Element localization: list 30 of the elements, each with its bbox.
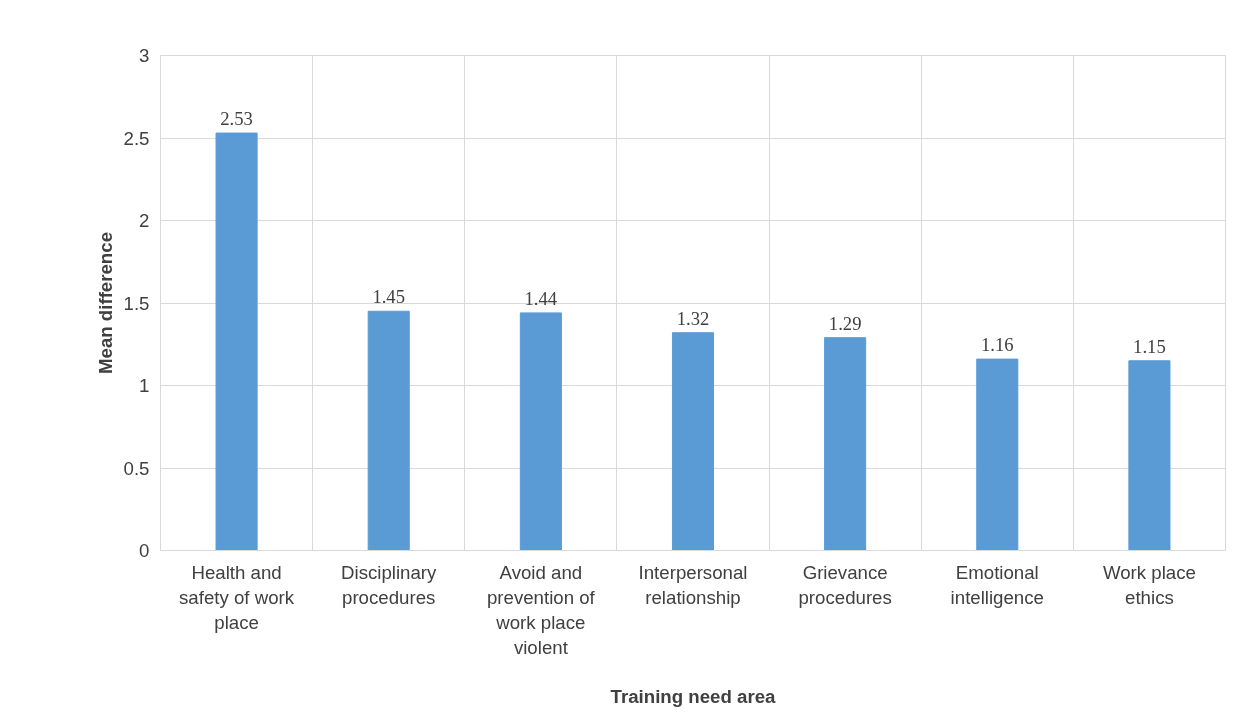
bar [824, 337, 867, 551]
y-tick-label: 2 [139, 210, 150, 231]
bar [1128, 360, 1171, 551]
x-axis-title: Training need area [610, 686, 777, 708]
y-tick-label: 1 [139, 375, 150, 396]
bar [671, 332, 715, 551]
data-label: 1.16 [980, 334, 1014, 356]
y-tick-label: 0.5 [123, 457, 150, 479]
data-label: 1.44 [524, 287, 558, 309]
y-tick-label: 2.5 [123, 127, 150, 149]
bar [519, 312, 562, 551]
bar [215, 132, 258, 551]
bar [976, 358, 1019, 551]
data-label: 1.29 [828, 312, 862, 334]
data-label: 1.45 [372, 286, 406, 308]
data-label: 2.53 [220, 108, 253, 130]
y-tick-label: 0 [139, 540, 150, 561]
x-tick-label: Disciplinary procedures [341, 561, 438, 608]
y-tick-label: 3 [139, 45, 150, 66]
data-label: 1.15 [1133, 335, 1166, 357]
y-axis-title: Mean difference [94, 231, 116, 375]
x-tick-label: Health and safety of work place [179, 561, 295, 633]
data-label: 1.32 [676, 307, 710, 329]
y-tick-label: 1.5 [123, 292, 150, 314]
x-tick-label: Avoid and prevention of work place violent [486, 561, 596, 659]
x-tick-label: Grievance procedures [798, 561, 892, 608]
x-tick-label: Emotional intelligence [950, 561, 1044, 608]
x-tick-label: Interpersonal relationship [638, 561, 748, 608]
x-tick-label: Work place ethics [1102, 561, 1196, 608]
bar [367, 310, 410, 551]
